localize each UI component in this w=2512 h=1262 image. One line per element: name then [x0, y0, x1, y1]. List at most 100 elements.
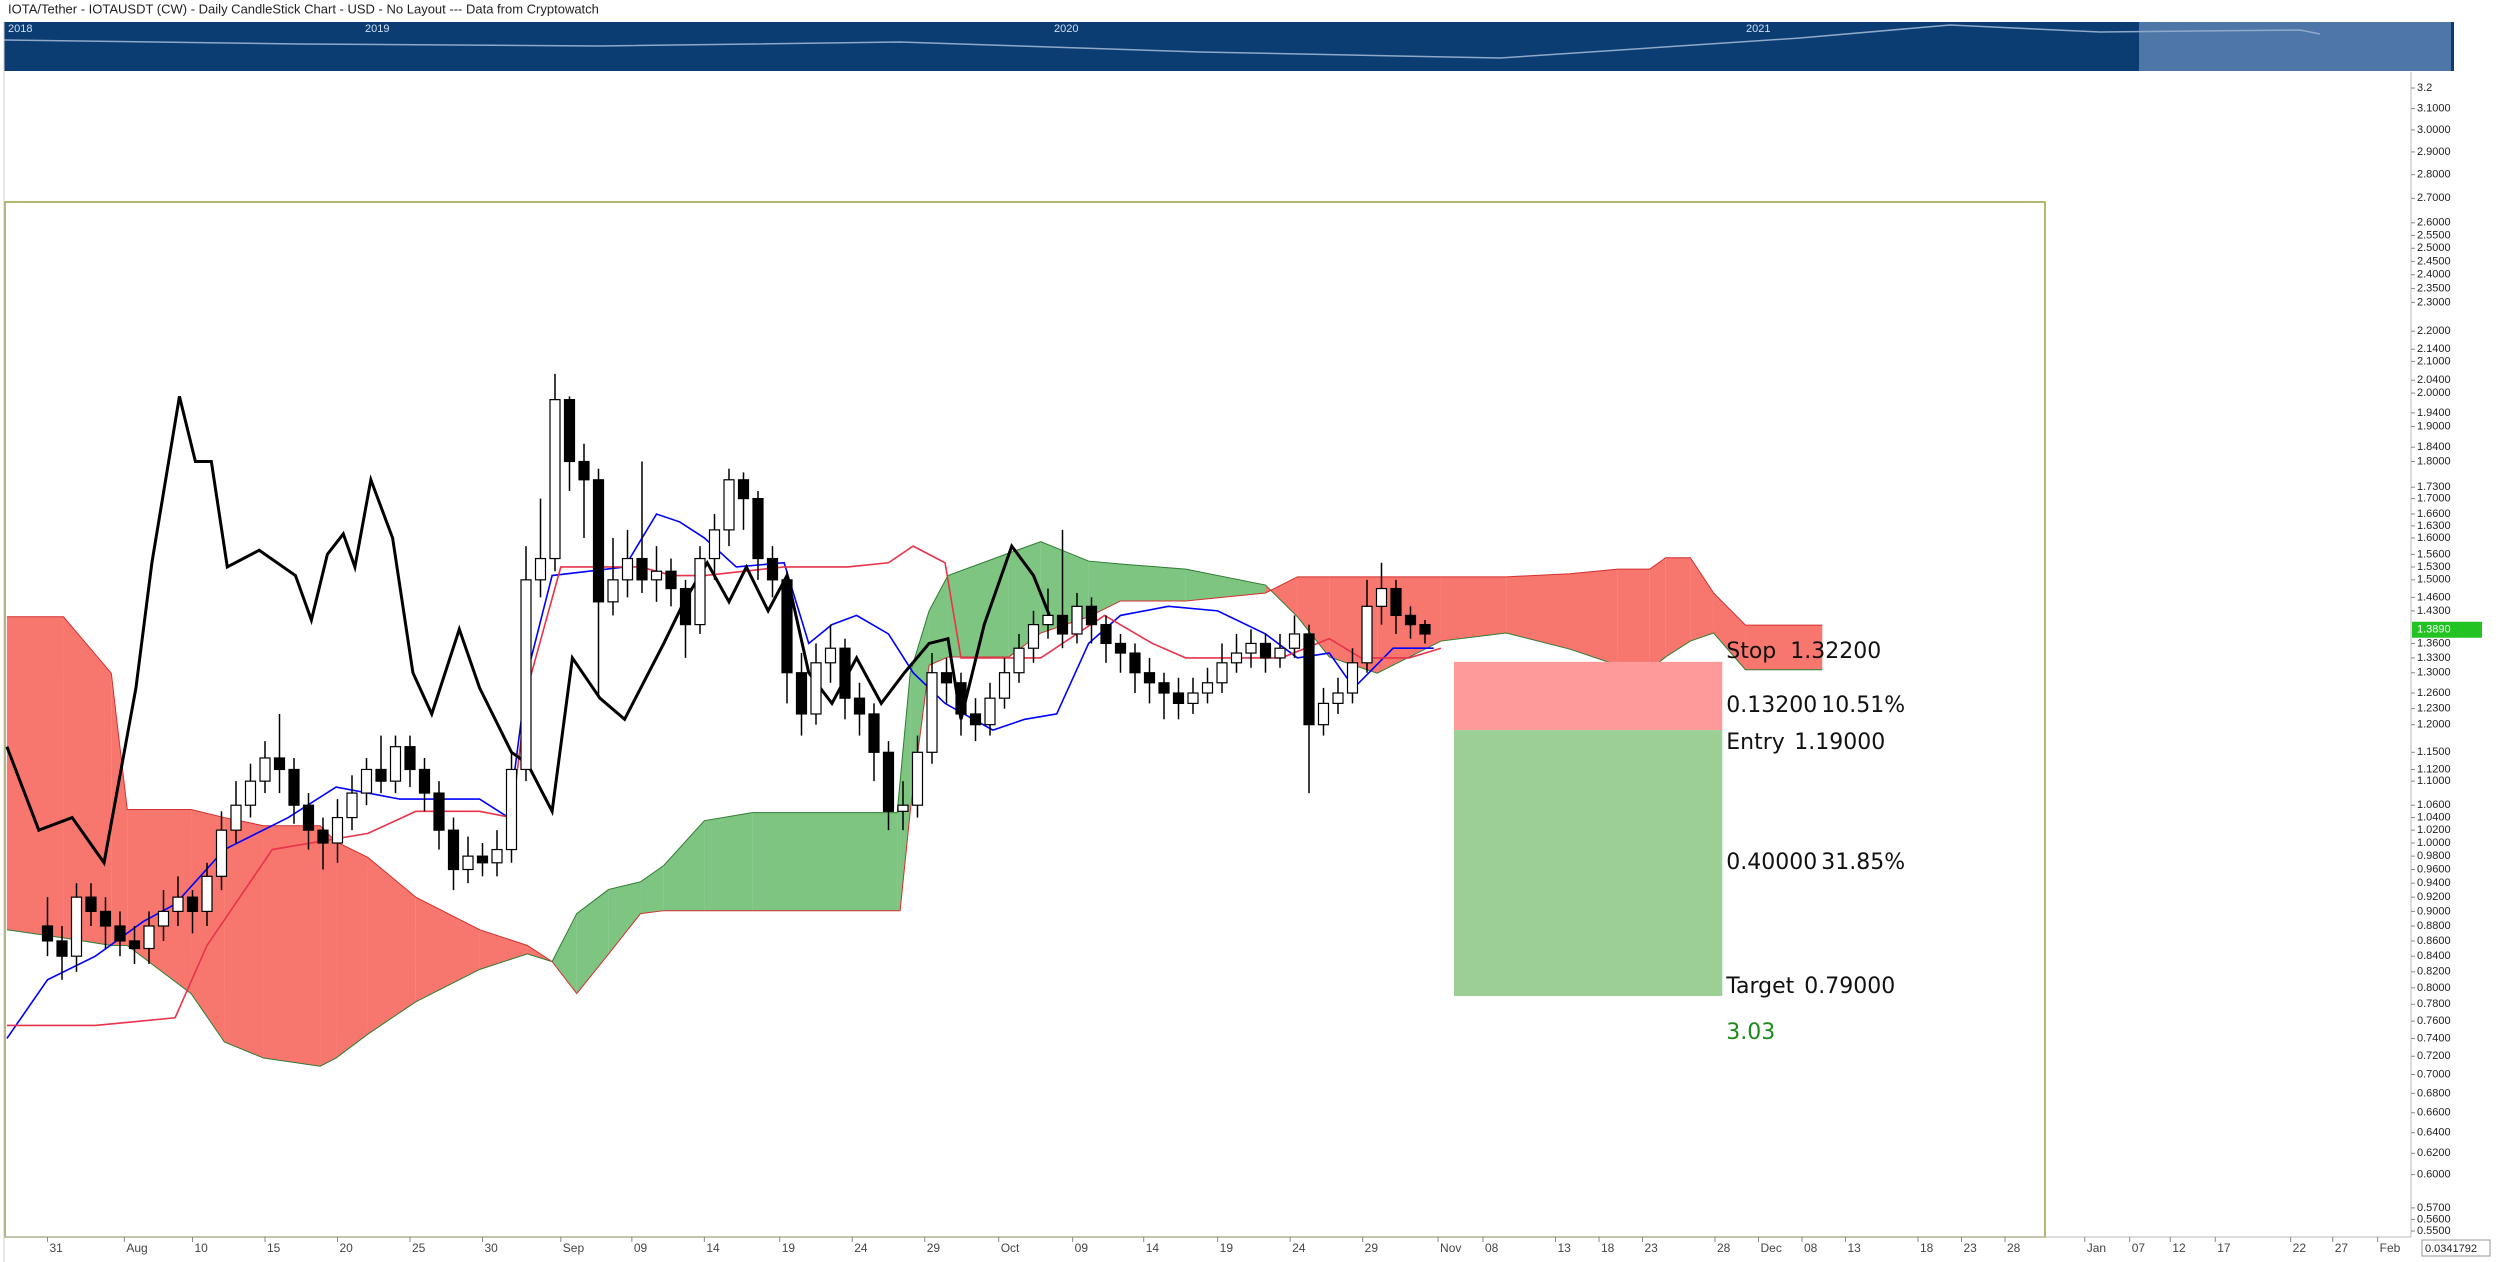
cloud-segment: [1297, 576, 1330, 657]
scale-value: 0.0341792: [2425, 1243, 2477, 1255]
candle-body: [926, 672, 938, 753]
x-tick-label: 15: [267, 1241, 281, 1255]
candle-body: [810, 662, 822, 715]
y-tick-label: 0.9800: [2417, 850, 2451, 862]
cloud-segment: [6, 616, 64, 938]
cloud-segment: [663, 820, 705, 911]
stop-label: 1.32200: [1790, 639, 1881, 664]
y-tick-label: 0.6000: [2417, 1169, 2451, 1181]
y-tick-label: 1.1500: [2417, 746, 2451, 758]
x-tick-label: 25: [412, 1241, 426, 1255]
y-tick-label: 1.8000: [2417, 455, 2451, 467]
y-tick-label: 1.1000: [2417, 775, 2451, 787]
y-tick-label: 0.8600: [2417, 935, 2451, 947]
cloud-segment: [1120, 564, 1186, 601]
candle-body: [1056, 614, 1069, 635]
y-tick-label: 0.9600: [2417, 863, 2451, 875]
candle-body: [520, 579, 532, 771]
position-layer[interactable]: Stop 1.32200 0.13200 10.51% Entry 1.19000 0.40…: [1454, 639, 1905, 1045]
candle-body: [1404, 614, 1417, 626]
candle-body: [679, 587, 692, 626]
cloud-segment: [1690, 557, 1714, 642]
y-tick-label: 1.6000: [2417, 532, 2451, 544]
cloud-segment: [1713, 592, 1746, 670]
candle-body: [737, 479, 750, 500]
x-tick-label: 13: [1848, 1241, 1862, 1255]
cloud-segment: [336, 841, 368, 1059]
candle-body: [404, 746, 416, 771]
y-tick-label: 1.2000: [2417, 719, 2451, 731]
x-tick-label: Dec: [1761, 1241, 1782, 1255]
reward-amount: 0.40000: [1726, 850, 1817, 875]
candle-body: [592, 479, 605, 603]
x-tick-label: 24: [854, 1241, 868, 1255]
cloud-layer: [6, 541, 1823, 1067]
candle-body: [1288, 633, 1301, 649]
y-tick-label: 1.0400: [2417, 811, 2451, 823]
cloud-segment: [752, 812, 898, 911]
cloud-edge: [6, 541, 1823, 1067]
reward-percent: 31.85%: [1821, 850, 1905, 875]
x-tick-label: 28: [2007, 1241, 2021, 1255]
navigator-year: 2018: [8, 23, 32, 35]
risk-reward-ratio: 3.03: [1726, 1020, 1775, 1045]
candle-body: [723, 479, 735, 531]
y-tick-label: 2.5500: [2417, 229, 2451, 241]
candle-body: [563, 399, 576, 463]
x-tick-label: 17: [2217, 1241, 2231, 1255]
candle-body: [911, 751, 924, 806]
y-tick-label: 0.9200: [2417, 891, 2451, 903]
candle-body: [491, 848, 503, 864]
chart-title: IOTA/Tether - IOTAUSDT (CW) - Daily Cand…: [8, 1, 599, 16]
scale-box[interactable]: [2421, 1239, 2491, 1257]
candle-body: [1390, 587, 1402, 617]
candle-body: [462, 855, 474, 871]
candle-body: [476, 855, 489, 864]
candle-body: [824, 647, 837, 664]
x-tick-label: Sep: [563, 1241, 585, 1255]
cloud-segment: [1665, 557, 1691, 657]
candle-body: [1013, 647, 1025, 674]
y-tick-label: 1.8400: [2417, 441, 2451, 453]
candle-body: [940, 672, 953, 684]
candle-body: [636, 557, 648, 581]
x-tick-label: 08: [1485, 1241, 1499, 1255]
x-tick-label: 29: [927, 1241, 941, 1255]
candle-body: [882, 751, 895, 812]
candle-body: [969, 713, 982, 726]
x-tick-label: 23: [1645, 1241, 1659, 1255]
y-tick-label: 1.5300: [2417, 561, 2451, 573]
y-tick-label: 1.3000: [2417, 667, 2451, 679]
y-tick-label: 1.0600: [2417, 799, 2451, 811]
x-tick-label: 22: [2293, 1241, 2307, 1255]
x-tick-label: 09: [1075, 1241, 1089, 1255]
y-tick-label: 1.4300: [2417, 605, 2451, 617]
candle-body: [694, 557, 706, 626]
candle-body: [505, 768, 518, 851]
x-tick-label: 31: [50, 1241, 64, 1255]
candle-body: [56, 940, 68, 957]
candle-body: [1375, 587, 1388, 607]
y-tick-label: 0.6800: [2417, 1087, 2451, 1099]
cloud-segment: [704, 812, 753, 911]
candle-body: [998, 672, 1011, 699]
y-tick-label: 2.3000: [2417, 296, 2451, 308]
candle-body: [41, 925, 54, 942]
candle-body: [1274, 647, 1286, 659]
y-tick-label: 2.2000: [2417, 325, 2451, 337]
candle-body: [201, 875, 213, 913]
candle-body: [1143, 672, 1156, 684]
x-tick-label: 27: [2335, 1241, 2349, 1255]
cloud-segment: [111, 673, 128, 946]
candle-body: [375, 768, 387, 782]
y-tick-label: 2.0000: [2417, 387, 2451, 399]
candle-body: [288, 768, 300, 806]
candles-layer: [41, 373, 1431, 980]
y-tick-label: 0.8200: [2417, 966, 2451, 978]
x-tick-label: 28: [1717, 1241, 1731, 1255]
y-tick-label: 2.4000: [2417, 269, 2451, 281]
candle-body: [1158, 682, 1170, 694]
y-tick-label: 2.0400: [2417, 374, 2451, 386]
x-tick-label: 29: [1365, 1241, 1379, 1255]
